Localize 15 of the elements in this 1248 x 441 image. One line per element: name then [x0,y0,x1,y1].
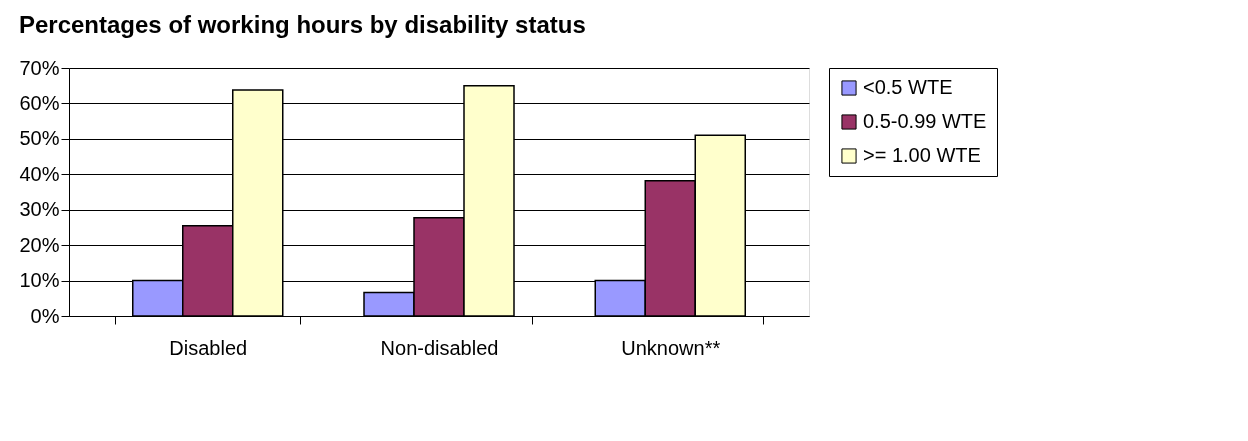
y-tick-label: 10% [19,269,60,292]
y-tick-label: 20% [19,233,60,256]
y-tick-label: 40% [19,162,60,185]
legend-label: >= 1.00 WTE [863,144,981,166]
y-tick-label: 60% [19,91,60,114]
legend-label: <0.5 WTE [863,76,953,98]
y-tick-label: 30% [19,198,60,221]
x-tick-label: Unknown** [621,336,721,359]
x-tick-label: Disabled [169,336,248,359]
y-tick-label: 50% [19,127,60,150]
x-tick-label: Non-disabled [380,336,499,359]
legend-label: 0.5-0.99 WTE [863,110,987,132]
y-tick-label: 0% [30,304,60,327]
chart-title: Percentages of working hours by disability status [18,11,586,38]
y-tick-label: 70% [19,56,60,79]
